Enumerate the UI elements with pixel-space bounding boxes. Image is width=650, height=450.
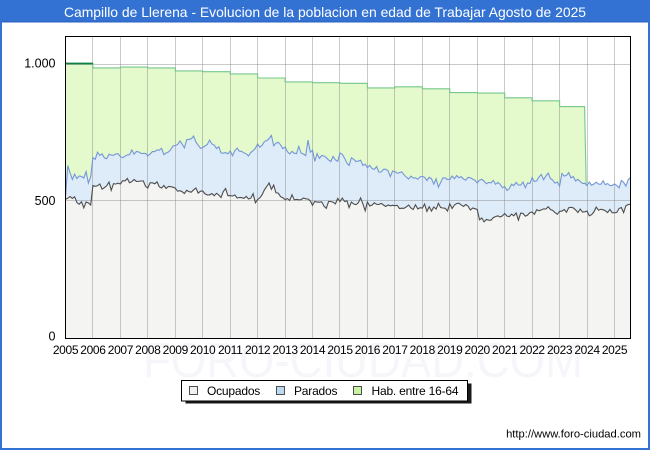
svg-text:2007: 2007	[108, 343, 134, 357]
svg-text:2005: 2005	[53, 343, 79, 357]
svg-text:Hab. entre 16-64: Hab. entre 16-64	[372, 384, 459, 398]
svg-text:2008: 2008	[135, 343, 161, 357]
svg-text:2009: 2009	[163, 343, 189, 357]
svg-text:2016: 2016	[355, 343, 381, 357]
svg-text:Ocupados: Ocupados	[207, 384, 260, 398]
svg-text:2023: 2023	[547, 343, 573, 357]
svg-text:500: 500	[35, 194, 56, 208]
svg-text:1.000: 1.000	[24, 57, 55, 71]
svg-text:2018: 2018	[410, 343, 436, 357]
svg-text:2021: 2021	[492, 343, 518, 357]
svg-text:2010: 2010	[190, 343, 216, 357]
svg-text:2015: 2015	[327, 343, 353, 357]
svg-text:2020: 2020	[465, 343, 491, 357]
svg-text:Campillo de Llerena - Evolucio: Campillo de Llerena - Evolucion de la po…	[64, 4, 586, 20]
svg-text:2022: 2022	[519, 343, 545, 357]
svg-text:FORO-CIUDAD.COM: FORO-CIUDAD.COM	[143, 334, 583, 388]
svg-text:Parados: Parados	[294, 384, 337, 398]
svg-text:2017: 2017	[382, 343, 408, 357]
svg-text:2019: 2019	[437, 343, 463, 357]
svg-text:2012: 2012	[245, 343, 271, 357]
svg-text:2025: 2025	[602, 343, 628, 357]
svg-text:2014: 2014	[300, 343, 326, 357]
svg-text:2011: 2011	[218, 343, 243, 357]
svg-text:2024: 2024	[574, 343, 600, 357]
svg-text:2006: 2006	[80, 343, 106, 357]
svg-text:2013: 2013	[272, 343, 298, 357]
svg-text:0: 0	[49, 330, 56, 344]
svg-text:http://www.foro-ciudad.com: http://www.foro-ciudad.com	[506, 429, 641, 441]
